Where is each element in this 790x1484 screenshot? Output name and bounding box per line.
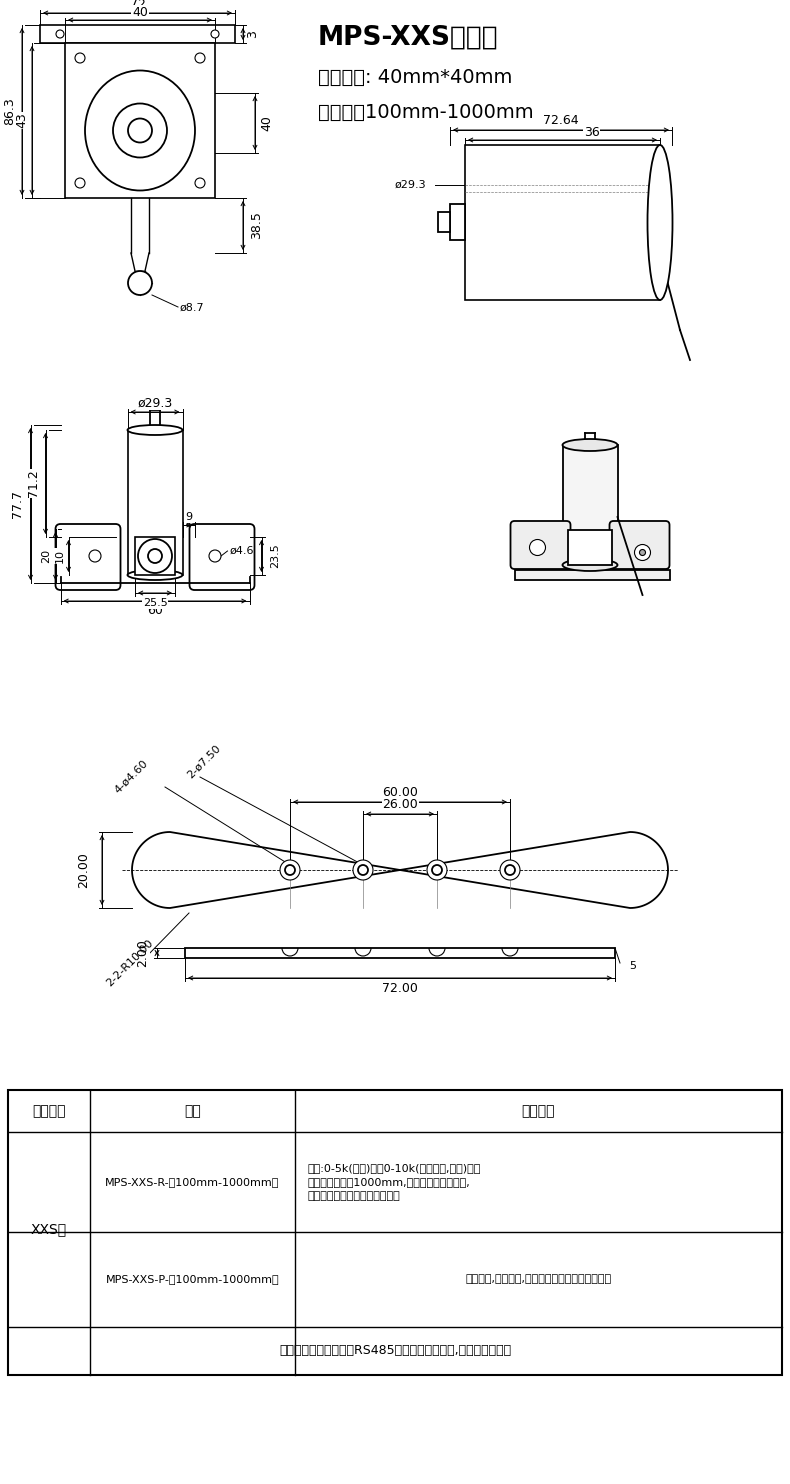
Circle shape bbox=[353, 861, 373, 880]
Text: 38.5: 38.5 bbox=[250, 212, 264, 239]
Text: 2-2-R10.00: 2-2-R10.00 bbox=[105, 938, 156, 988]
Circle shape bbox=[195, 178, 205, 188]
Text: 77.7: 77.7 bbox=[11, 490, 24, 518]
Text: 26.00: 26.00 bbox=[382, 797, 418, 810]
Bar bbox=[40, 25, 235, 43]
Text: 输出方式: 输出方式 bbox=[521, 1104, 555, 1117]
Text: 产品系列: 产品系列 bbox=[32, 1104, 66, 1117]
Text: 23.5: 23.5 bbox=[270, 543, 280, 568]
Bar bbox=[514, 570, 669, 580]
Ellipse shape bbox=[127, 570, 182, 580]
Text: MPS-XXS-P-（100mm-1000mm）: MPS-XXS-P-（100mm-1000mm） bbox=[106, 1275, 280, 1285]
Text: 2-ø7.50: 2-ø7.50 bbox=[185, 743, 222, 781]
Circle shape bbox=[358, 865, 368, 876]
Bar bbox=[438, 212, 450, 232]
Text: 2.00: 2.00 bbox=[137, 939, 149, 968]
Text: 72.00: 72.00 bbox=[382, 981, 418, 994]
Text: 9: 9 bbox=[185, 512, 192, 522]
FancyBboxPatch shape bbox=[190, 524, 254, 591]
Bar bbox=[568, 530, 612, 565]
Text: 5: 5 bbox=[630, 962, 637, 971]
Text: 主体尺寸: 40mm*40mm: 主体尺寸: 40mm*40mm bbox=[318, 68, 513, 88]
Text: 如需要电压、电流或者RS485数字信号输出方式,可以另加变送器: 如需要电压、电流或者RS485数字信号输出方式,可以另加变送器 bbox=[279, 1345, 511, 1358]
Bar bbox=[127, 430, 182, 574]
Text: 40: 40 bbox=[261, 116, 273, 131]
Bar bbox=[8, 1091, 782, 1376]
Bar bbox=[465, 145, 660, 300]
Text: 10: 10 bbox=[55, 549, 65, 562]
Text: 脉冲输出,如需该款,需要另购外径较小的编码器图: 脉冲输出,如需该款,需要另购外径较小的编码器图 bbox=[465, 1275, 611, 1285]
Text: XXS型: XXS型 bbox=[31, 1223, 67, 1236]
Circle shape bbox=[639, 549, 645, 555]
Text: ø29.3: ø29.3 bbox=[137, 396, 173, 410]
Text: 72: 72 bbox=[130, 0, 145, 10]
FancyBboxPatch shape bbox=[610, 521, 669, 568]
Circle shape bbox=[75, 53, 85, 62]
Ellipse shape bbox=[562, 559, 618, 571]
Text: MPS-XXS-R-（100mm-1000mm）: MPS-XXS-R-（100mm-1000mm） bbox=[105, 1177, 280, 1187]
Text: ø4.6: ø4.6 bbox=[230, 546, 254, 556]
Polygon shape bbox=[132, 833, 668, 908]
Bar bbox=[450, 203, 465, 240]
Circle shape bbox=[75, 178, 85, 188]
Text: 型号: 型号 bbox=[184, 1104, 201, 1117]
Circle shape bbox=[432, 865, 442, 876]
Text: 71.2: 71.2 bbox=[27, 469, 40, 497]
Text: 4-ø4.60: 4-ø4.60 bbox=[113, 758, 150, 795]
Circle shape bbox=[280, 861, 300, 880]
Circle shape bbox=[113, 104, 167, 157]
Text: 60: 60 bbox=[147, 604, 163, 617]
Circle shape bbox=[56, 30, 64, 39]
Circle shape bbox=[634, 545, 650, 561]
Text: 36: 36 bbox=[584, 126, 600, 138]
Text: MPS-XXS拉绳尺: MPS-XXS拉绳尺 bbox=[318, 25, 498, 50]
Circle shape bbox=[148, 549, 162, 562]
Circle shape bbox=[195, 53, 205, 62]
Text: 电阻:0-5k(默认)或者0-10k(精度高些,选配)该型
号最长非标做到1000mm,如需要模拟信号输出,
可以另外加配电子外置模块实现: 电阻:0-5k(默认)或者0-10k(精度高些,选配)该型 号最长非标做到100… bbox=[307, 1163, 480, 1201]
Circle shape bbox=[285, 865, 295, 876]
Circle shape bbox=[505, 865, 515, 876]
FancyBboxPatch shape bbox=[510, 521, 570, 568]
Text: 20: 20 bbox=[42, 549, 51, 562]
Circle shape bbox=[211, 30, 219, 39]
Ellipse shape bbox=[648, 145, 672, 300]
Bar bbox=[135, 537, 175, 574]
Circle shape bbox=[138, 539, 172, 573]
Text: 25.5: 25.5 bbox=[143, 598, 167, 608]
Bar bbox=[65, 43, 215, 197]
Circle shape bbox=[500, 861, 520, 880]
Text: 20.00: 20.00 bbox=[77, 852, 91, 887]
Text: 60.00: 60.00 bbox=[382, 785, 418, 798]
Text: 86.3: 86.3 bbox=[3, 98, 17, 125]
Text: ø8.7: ø8.7 bbox=[180, 303, 205, 313]
Ellipse shape bbox=[562, 439, 618, 451]
Circle shape bbox=[529, 540, 546, 555]
Circle shape bbox=[427, 861, 447, 880]
Circle shape bbox=[209, 551, 221, 562]
Circle shape bbox=[89, 551, 101, 562]
Text: 40: 40 bbox=[132, 6, 148, 18]
Text: 43: 43 bbox=[16, 113, 28, 129]
Text: 3: 3 bbox=[246, 30, 259, 39]
Text: 72.64: 72.64 bbox=[544, 114, 579, 128]
FancyBboxPatch shape bbox=[55, 524, 121, 591]
Circle shape bbox=[128, 272, 152, 295]
Circle shape bbox=[128, 119, 152, 142]
Bar bbox=[562, 445, 618, 565]
Bar bbox=[185, 948, 615, 959]
Ellipse shape bbox=[127, 424, 182, 435]
Text: ø29.3: ø29.3 bbox=[394, 180, 426, 190]
Text: 量程范围100mm-1000mm: 量程范围100mm-1000mm bbox=[318, 102, 533, 122]
Ellipse shape bbox=[85, 71, 195, 190]
